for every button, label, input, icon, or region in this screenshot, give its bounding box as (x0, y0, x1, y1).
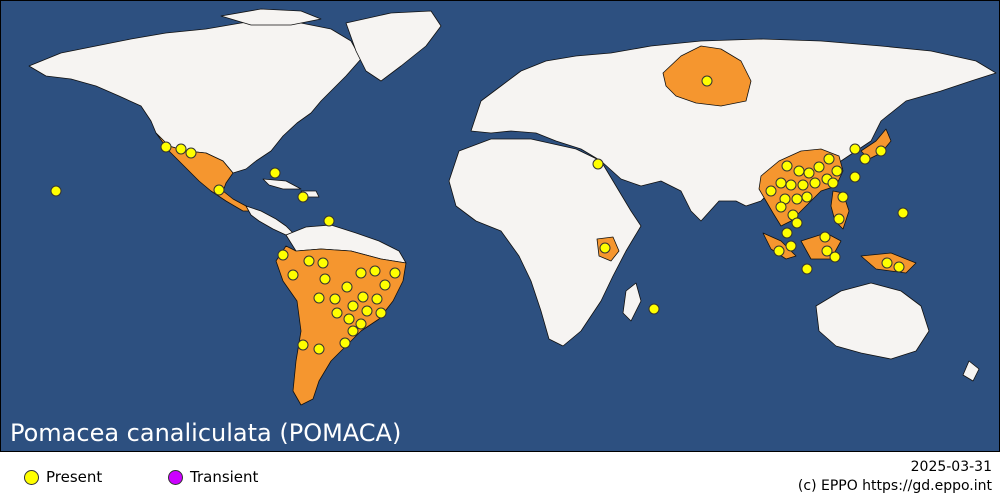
present-location-marker (827, 177, 839, 189)
present-location-marker (319, 273, 331, 285)
present-location-marker (809, 177, 821, 189)
present-location-marker (175, 143, 187, 155)
legend: Present Transient 2025-03-31 (c) EPPO ht… (0, 452, 1000, 501)
present-location-marker (881, 257, 893, 269)
present-location-marker (773, 245, 785, 257)
africa (448, 138, 642, 347)
present-location-marker (347, 325, 359, 337)
present-location-marker (701, 75, 713, 87)
present-location-marker (375, 307, 387, 319)
present-location-marker (355, 267, 367, 279)
legend-present-label: Present (46, 468, 103, 486)
legend-transient: Transient (168, 468, 258, 486)
present-dot-layer (50, 75, 909, 355)
map-date: 2025-03-31 (910, 459, 992, 475)
present-location-marker (793, 165, 805, 177)
present-location-marker (277, 249, 289, 261)
legend-present: Present (24, 468, 102, 486)
present-location-marker (389, 267, 401, 279)
present-location-marker (897, 207, 909, 219)
present-location-marker (50, 185, 62, 197)
present-location-marker (329, 293, 341, 305)
present-location-marker (599, 242, 611, 254)
central-america (245, 205, 294, 236)
present-location-marker (821, 245, 833, 257)
present-location-marker (185, 147, 197, 159)
present-location-marker (361, 305, 373, 317)
present-location-marker (297, 339, 309, 351)
madagascar (622, 282, 642, 322)
present-location-marker (303, 255, 315, 267)
south-america-present-region (275, 245, 407, 406)
present-location-marker (785, 240, 797, 252)
present-location-marker (893, 261, 905, 273)
arctic-islands (220, 8, 322, 26)
present-location-marker (775, 201, 787, 213)
present-location-marker (859, 153, 871, 165)
world-map-svg (28, 8, 997, 406)
present-location-marker (341, 281, 353, 293)
present-location-marker (781, 227, 793, 239)
present-location-marker (371, 293, 383, 305)
present-location-marker (323, 215, 335, 227)
new-zealand (962, 360, 980, 382)
present-location-marker (813, 161, 825, 173)
present-location-marker (829, 251, 841, 263)
transient-swatch-icon (168, 469, 183, 485)
present-location-marker (781, 160, 793, 172)
present-location-marker (765, 185, 777, 197)
present-location-marker (849, 171, 861, 183)
present-location-marker (831, 165, 843, 177)
present-location-marker (791, 193, 803, 205)
present-location-marker (592, 158, 604, 170)
present-location-marker (823, 153, 835, 165)
distribution-map: Pomacea canaliculata (POMACA) (0, 0, 1000, 452)
present-location-marker (803, 167, 815, 179)
present-location-marker (357, 291, 369, 303)
present-location-marker (339, 337, 351, 349)
australia (815, 282, 930, 360)
present-location-marker (379, 279, 391, 291)
present-location-marker (801, 191, 813, 203)
present-location-marker (369, 265, 381, 277)
present-location-marker (837, 191, 849, 203)
greenland (345, 10, 442, 82)
north-america-landmass (28, 18, 362, 174)
present-location-marker (791, 217, 803, 229)
present-location-marker (297, 191, 309, 203)
present-location-marker (648, 303, 660, 315)
present-location-marker (331, 307, 343, 319)
present-swatch-icon (24, 469, 39, 485)
present-location-marker (343, 313, 355, 325)
present-location-marker (775, 177, 787, 189)
present-location-marker (819, 231, 831, 243)
present-location-marker (833, 213, 845, 225)
map-credit: (c) EPPO https://gd.eppo.int (797, 478, 992, 494)
present-location-marker (355, 318, 367, 330)
map-title: Pomacea canaliculata (POMACA) (10, 419, 402, 447)
present-location-marker (849, 143, 861, 155)
indonesia-present-region (762, 232, 917, 274)
present-location-marker (801, 263, 813, 275)
present-location-marker (347, 300, 359, 312)
present-location-marker (797, 179, 809, 191)
present-location-marker (317, 257, 329, 269)
present-location-marker (269, 167, 281, 179)
cuba (262, 178, 302, 190)
legend-transient-label: Transient (190, 468, 259, 486)
present-location-marker (287, 269, 299, 281)
present-location-marker (160, 141, 172, 153)
present-location-marker (875, 145, 887, 157)
eurasia (470, 38, 997, 222)
present-location-marker (313, 292, 325, 304)
present-location-marker (313, 343, 325, 355)
present-location-marker (213, 184, 225, 196)
present-location-marker (785, 179, 797, 191)
